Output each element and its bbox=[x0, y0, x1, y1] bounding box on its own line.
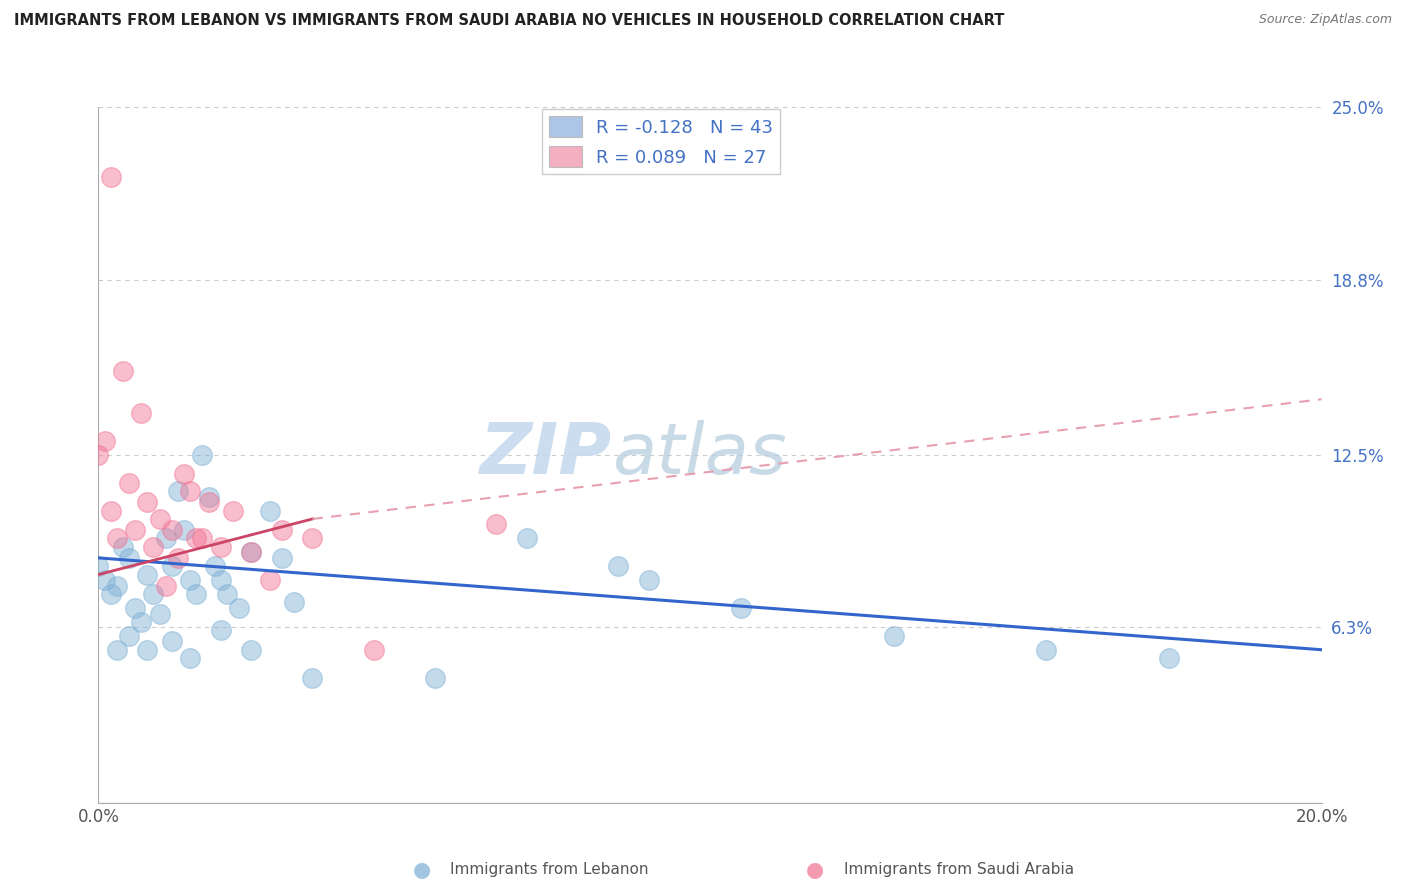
Point bbox=[160, 523, 183, 537]
Point bbox=[209, 624, 232, 638]
Point bbox=[87, 448, 110, 462]
Point bbox=[118, 550, 141, 565]
Point bbox=[363, 642, 385, 657]
Point bbox=[179, 573, 201, 587]
Point bbox=[179, 484, 201, 499]
Point bbox=[179, 651, 201, 665]
Point bbox=[129, 406, 152, 420]
Point bbox=[516, 532, 538, 546]
Point bbox=[100, 587, 122, 601]
Point bbox=[228, 601, 250, 615]
Point bbox=[100, 169, 122, 184]
Point bbox=[883, 629, 905, 643]
Point bbox=[270, 550, 294, 565]
Text: Immigrants from Saudi Arabia: Immigrants from Saudi Arabia bbox=[844, 863, 1074, 877]
Text: ●: ● bbox=[413, 860, 430, 880]
Point bbox=[191, 448, 214, 462]
Point bbox=[186, 532, 208, 546]
Point bbox=[209, 540, 232, 554]
Point bbox=[167, 550, 190, 565]
Point bbox=[270, 523, 294, 537]
Point bbox=[149, 607, 172, 621]
Text: IMMIGRANTS FROM LEBANON VS IMMIGRANTS FROM SAUDI ARABIA NO VEHICLES IN HOUSEHOLD: IMMIGRANTS FROM LEBANON VS IMMIGRANTS FR… bbox=[14, 13, 1004, 29]
Point bbox=[197, 495, 219, 509]
Point bbox=[142, 540, 165, 554]
Point bbox=[136, 567, 159, 582]
Point bbox=[100, 503, 122, 517]
Point bbox=[240, 545, 263, 559]
Point bbox=[485, 517, 508, 532]
Point bbox=[118, 475, 141, 490]
Point bbox=[136, 642, 159, 657]
Point bbox=[160, 559, 183, 574]
Point bbox=[149, 512, 172, 526]
Point bbox=[111, 364, 134, 378]
Point bbox=[607, 559, 630, 574]
Point bbox=[204, 559, 226, 574]
Point bbox=[167, 484, 190, 499]
Point bbox=[301, 532, 323, 546]
Point bbox=[155, 579, 177, 593]
Text: ZIP: ZIP bbox=[479, 420, 612, 490]
Point bbox=[118, 629, 141, 643]
Point bbox=[1035, 642, 1057, 657]
Point bbox=[222, 503, 245, 517]
Text: ●: ● bbox=[807, 860, 824, 880]
Point bbox=[105, 579, 128, 593]
Point bbox=[93, 573, 115, 587]
Point bbox=[124, 601, 146, 615]
Point bbox=[186, 587, 208, 601]
Point bbox=[209, 573, 232, 587]
Point bbox=[191, 532, 214, 546]
Text: atlas: atlas bbox=[612, 420, 787, 490]
Point bbox=[111, 540, 134, 554]
Point bbox=[136, 495, 159, 509]
Point bbox=[105, 532, 128, 546]
Point bbox=[142, 587, 165, 601]
Point bbox=[173, 467, 195, 482]
Text: Source: ZipAtlas.com: Source: ZipAtlas.com bbox=[1258, 13, 1392, 27]
Point bbox=[301, 671, 323, 685]
Point bbox=[155, 532, 177, 546]
Point bbox=[87, 559, 110, 574]
Point bbox=[240, 545, 263, 559]
Point bbox=[638, 573, 661, 587]
Point bbox=[423, 671, 446, 685]
Point bbox=[240, 642, 263, 657]
Point bbox=[197, 490, 219, 504]
Point bbox=[215, 587, 238, 601]
Point bbox=[259, 573, 281, 587]
Point bbox=[129, 615, 152, 629]
Legend: R = -0.128   N = 43, R = 0.089   N = 27: R = -0.128 N = 43, R = 0.089 N = 27 bbox=[541, 109, 780, 174]
Point bbox=[730, 601, 752, 615]
Point bbox=[93, 434, 115, 448]
Text: Immigrants from Lebanon: Immigrants from Lebanon bbox=[450, 863, 648, 877]
Point bbox=[1157, 651, 1180, 665]
Point bbox=[105, 642, 128, 657]
Point bbox=[160, 634, 183, 648]
Point bbox=[283, 595, 305, 609]
Point bbox=[173, 523, 195, 537]
Point bbox=[124, 523, 146, 537]
Point bbox=[259, 503, 281, 517]
